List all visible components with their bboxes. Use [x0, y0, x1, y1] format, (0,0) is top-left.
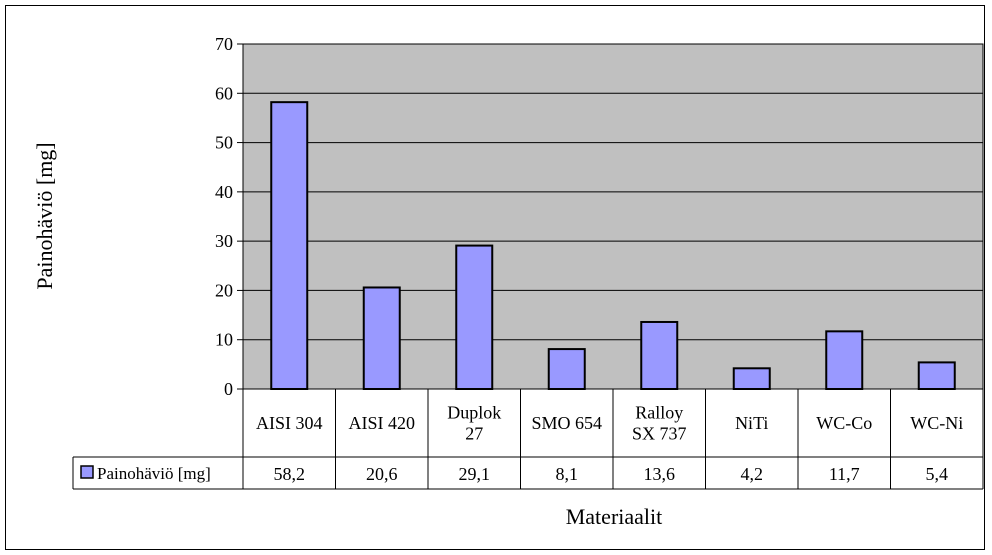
bar [547, 348, 586, 391]
category-label: AISI 420 [349, 413, 416, 433]
y-tick-label: 60 [215, 83, 233, 103]
bar [362, 286, 401, 391]
y-tick-label: 70 [215, 34, 233, 54]
bar [455, 244, 494, 390]
y-tick-label: 20 [215, 280, 233, 300]
y-tick-label: 10 [215, 330, 233, 350]
data-label: 29,1 [459, 464, 491, 484]
data-label: 5,4 [926, 464, 949, 484]
legend-label: Painohäviö [mg] [97, 464, 211, 483]
data-label: 4,2 [741, 464, 764, 484]
bar [825, 330, 864, 391]
plot-area [242, 43, 984, 390]
category-label: AISI 304 [256, 413, 323, 433]
data-label: 58,2 [274, 464, 306, 484]
category-label: Duplok 27 [447, 403, 501, 444]
category-label: SMO 654 [531, 413, 602, 433]
y-tick-label: 50 [215, 133, 233, 153]
data-label: 8,1 [556, 464, 579, 484]
data-label: 11,7 [829, 464, 860, 484]
category-label: WC-Co [816, 413, 872, 433]
y-axis-title: Painohäviö [mg] [32, 142, 57, 289]
y-tick-label: 30 [215, 231, 233, 251]
category-label: NiTi [735, 413, 768, 433]
category-label: Ralloy SX 737 [632, 403, 687, 444]
data-label: 13,6 [644, 464, 676, 484]
y-tick-label: 40 [215, 182, 233, 202]
category-label: WC-Ni [910, 413, 963, 433]
y-tick-label: 0 [224, 379, 233, 399]
bar [270, 101, 309, 391]
legend-swatch [80, 465, 94, 479]
bar [917, 361, 956, 390]
bar [732, 367, 771, 390]
x-axis-title: Materiaalit [566, 504, 663, 529]
bar [640, 320, 679, 391]
data-label: 20,6 [366, 464, 398, 484]
